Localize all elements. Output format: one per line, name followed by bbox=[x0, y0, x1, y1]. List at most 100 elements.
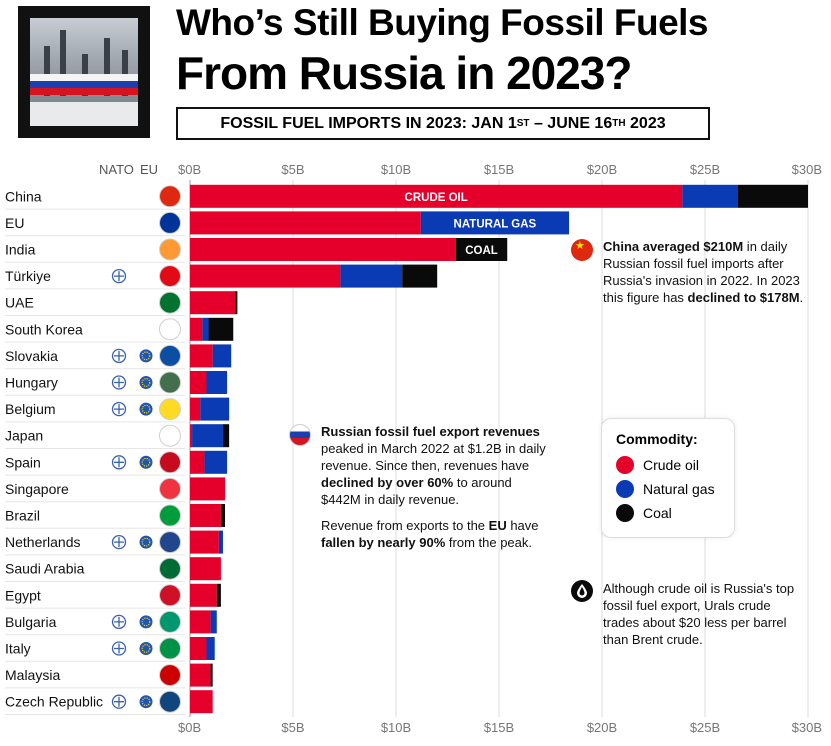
x-tick-label-bottom: $5B bbox=[281, 720, 304, 735]
legend-item-crude-oil: Crude oil bbox=[616, 456, 699, 474]
bar-crude-oil bbox=[190, 317, 203, 341]
bar-crude-oil bbox=[190, 610, 211, 634]
country-flag-icon bbox=[159, 690, 181, 713]
bar-natural-gas bbox=[192, 424, 223, 448]
nato-icon-cross bbox=[114, 696, 124, 707]
x-tick-label-bottom: $30B bbox=[792, 720, 822, 735]
china-flag-icon: ★ bbox=[571, 239, 593, 261]
title-line-1: Who’s Still Buying Fossil Fuels bbox=[176, 2, 709, 43]
legend: Commodity: Crude oil Natural gas Coal bbox=[601, 418, 735, 538]
x-tick-label-top: $15B bbox=[484, 162, 514, 177]
revenue-ann-text-3: Revenue from exports to the bbox=[321, 518, 489, 533]
country-label: Netherlands bbox=[5, 534, 81, 550]
subtitle-text-a: FOSSIL FUEL IMPORTS IN 2023: JAN 1 bbox=[220, 114, 517, 132]
country-flag-icon bbox=[159, 664, 181, 687]
bar-natural-gas bbox=[210, 610, 217, 634]
legend-swatch-coal bbox=[616, 504, 634, 522]
eu-icon bbox=[139, 349, 153, 363]
bar-coal bbox=[737, 184, 808, 208]
x-tick-label-top: $10B bbox=[381, 162, 411, 177]
bar-crude-oil bbox=[190, 690, 213, 714]
header-image bbox=[18, 6, 150, 138]
bar-natural-gas bbox=[420, 211, 570, 235]
bar-label: NATURAL GAS bbox=[454, 218, 537, 230]
bar-coal bbox=[402, 264, 438, 288]
x-tick-label-top: $5B bbox=[281, 162, 304, 177]
country-flag-icon bbox=[159, 238, 181, 261]
revenue-ann-text-4: have bbox=[506, 518, 539, 533]
oil-drop-icon bbox=[571, 580, 593, 602]
china-ann-text-1: in daily Russian fossil fuel imports aft… bbox=[603, 239, 800, 305]
x-tick-label-bottom: $20B bbox=[587, 720, 617, 735]
revenue-ann-bold-4: fallen by nearly 90% bbox=[321, 535, 446, 550]
legend-swatch-crude-oil bbox=[616, 456, 634, 474]
revenue-ann-paragraph-1: Russian fossil fuel export revenues peak… bbox=[321, 423, 546, 508]
country-label: Spain bbox=[5, 454, 41, 470]
bar-crude-oil bbox=[190, 344, 213, 368]
bar-coal bbox=[235, 291, 238, 315]
nato-icon-cross bbox=[114, 350, 124, 361]
bar-crude-oil bbox=[190, 477, 226, 501]
nato-icon-cross bbox=[114, 404, 124, 415]
nato-icon-cross bbox=[114, 271, 124, 282]
country-flag-icon bbox=[159, 291, 181, 314]
bar-crude-oil bbox=[190, 663, 211, 687]
eu-icon bbox=[139, 535, 153, 549]
bar-label: COAL bbox=[465, 245, 498, 257]
eu-icon bbox=[139, 455, 153, 469]
country-label: Belgium bbox=[5, 401, 56, 417]
eu-icon-stars bbox=[141, 351, 151, 361]
legend-item-natural-gas: Natural gas bbox=[616, 480, 715, 498]
country-label: Czech Republic bbox=[5, 694, 103, 710]
legend-item-coal: Coal bbox=[616, 504, 672, 522]
legend-swatch-natural-gas bbox=[616, 480, 634, 498]
country-label: Malaysia bbox=[5, 667, 60, 683]
bar-natural-gas bbox=[212, 344, 232, 368]
bar-crude-oil bbox=[190, 238, 456, 261]
country-label: Japan bbox=[5, 428, 43, 444]
eu-icon-stars bbox=[141, 644, 151, 653]
country-flag-icon bbox=[159, 637, 181, 660]
eu-icon bbox=[139, 615, 153, 629]
subtitle-text-b: – JUNE 16 bbox=[529, 114, 613, 132]
country-flag-icon bbox=[159, 211, 181, 234]
china-ann-bold-1: China averaged $210M bbox=[603, 239, 744, 254]
eu-icon-stars bbox=[141, 378, 151, 387]
country-label: China bbox=[5, 188, 42, 204]
subtitle-sup-a: ST bbox=[516, 118, 530, 129]
bar-crude-oil bbox=[190, 637, 207, 660]
bar-crude-oil bbox=[190, 424, 193, 448]
china-ann-text-2: . bbox=[799, 290, 804, 305]
country-label: Brazil bbox=[5, 508, 40, 524]
bar-crude-oil bbox=[190, 557, 221, 581]
country-label: South Korea bbox=[5, 321, 83, 337]
country-flag-icon bbox=[159, 318, 181, 341]
bar-coal bbox=[210, 663, 213, 687]
subtitle-text-c: 2023 bbox=[625, 114, 666, 132]
country-flag-icon bbox=[159, 344, 181, 367]
country-flag-icon bbox=[159, 185, 181, 208]
bar-crude-oil bbox=[190, 291, 236, 315]
bar-coal bbox=[208, 317, 234, 341]
country-flag-icon bbox=[159, 557, 181, 580]
nato-icon-cross bbox=[114, 616, 124, 627]
bar-crude-oil bbox=[190, 211, 421, 235]
eu-icon-stars bbox=[141, 697, 151, 707]
nato-column-header: NATO bbox=[99, 162, 134, 177]
nato-icon-cross bbox=[114, 643, 124, 654]
bar-natural-gas bbox=[200, 397, 230, 421]
bar-label: CRUDE OIL bbox=[405, 192, 468, 204]
bar-crude-oil bbox=[190, 264, 341, 288]
x-tick-label-bottom: $15B bbox=[484, 720, 514, 735]
x-tick-label-top: $20B bbox=[587, 162, 617, 177]
country-label: UAE bbox=[5, 295, 34, 311]
bar-natural-gas bbox=[204, 450, 228, 474]
eu-icon bbox=[139, 376, 153, 389]
eu-icon bbox=[139, 695, 153, 709]
bar-crude-oil bbox=[190, 504, 221, 527]
eu-icon bbox=[139, 642, 153, 655]
country-flag-icon bbox=[159, 531, 181, 554]
country-label: Italy bbox=[5, 641, 31, 657]
china-annotation: China averaged $210M in daily Russian fo… bbox=[603, 238, 813, 306]
